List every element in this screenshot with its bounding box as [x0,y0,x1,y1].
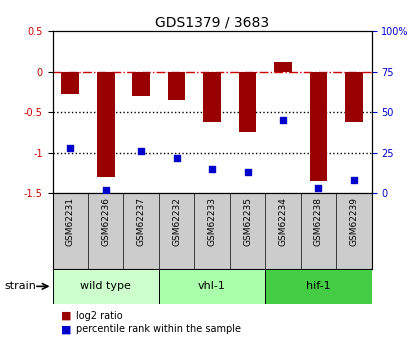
Text: percentile rank within the sample: percentile rank within the sample [76,325,241,334]
Text: strain: strain [4,282,36,291]
Point [244,169,251,175]
Text: GSM62239: GSM62239 [349,197,358,246]
Bar [265,269,372,304]
Text: GSM62237: GSM62237 [136,197,146,246]
Bar [168,71,186,100]
Point [138,148,144,154]
Text: GSM62231: GSM62231 [66,197,75,246]
Bar [97,71,115,177]
Bar [52,269,159,304]
Text: GSM62238: GSM62238 [314,197,323,246]
Bar [345,71,363,122]
Text: ■: ■ [61,311,71,321]
Bar [239,71,257,132]
Text: hif-1: hif-1 [306,282,331,291]
Text: log2 ratio: log2 ratio [76,311,122,321]
Point [67,145,74,150]
Point [315,186,322,191]
Text: ■: ■ [61,325,71,334]
Text: vhl-1: vhl-1 [198,282,226,291]
Bar [274,62,292,71]
Point [209,166,215,171]
Bar [132,71,150,96]
Text: GSM62232: GSM62232 [172,197,181,246]
Text: GSM62236: GSM62236 [101,197,110,246]
Text: GSM62233: GSM62233 [207,197,217,246]
Point [280,117,286,123]
Text: GSM62234: GSM62234 [278,197,288,246]
Text: wild type: wild type [80,282,131,291]
Bar [310,71,327,181]
Bar [203,71,221,122]
Point [173,155,180,160]
Point [102,187,109,193]
Bar [159,269,265,304]
Title: GDS1379 / 3683: GDS1379 / 3683 [155,16,269,30]
Bar [61,71,79,94]
Text: GSM62235: GSM62235 [243,197,252,246]
Point [351,177,357,183]
